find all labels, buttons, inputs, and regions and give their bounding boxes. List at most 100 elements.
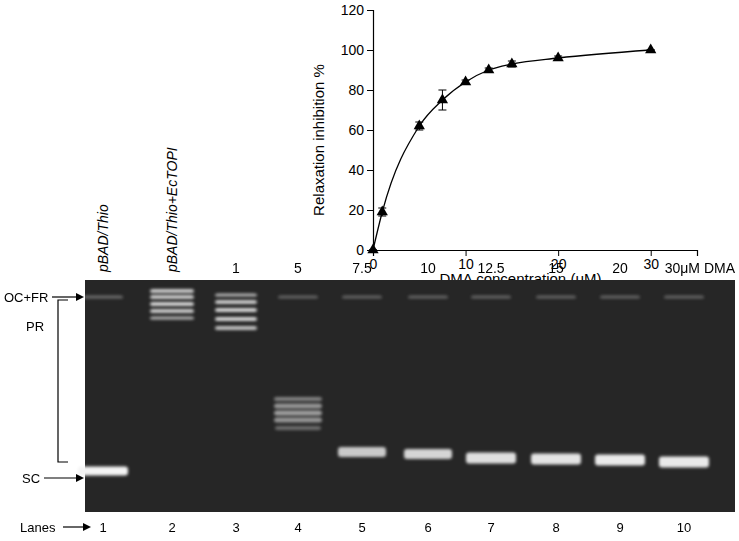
- gel-band: [404, 449, 452, 459]
- data-point: [367, 243, 378, 253]
- y-tick-label: 120: [341, 2, 365, 18]
- error-cap: [438, 90, 446, 91]
- data-point: [377, 205, 388, 215]
- gel-band: [275, 426, 321, 430]
- error-cap: [438, 110, 446, 111]
- gel-band: [150, 295, 194, 299]
- gel-band: [664, 296, 704, 299]
- lane-number: 5: [358, 520, 365, 535]
- y-axis-title: Relaxation inhibition %: [310, 64, 327, 216]
- lane-header: 1: [232, 260, 240, 276]
- gel-band: [150, 289, 194, 293]
- gel-band: [408, 296, 448, 299]
- band-label: OC+FR: [4, 290, 48, 305]
- lane-header: 12.5: [477, 260, 504, 276]
- error-bars: [369, 50, 655, 250]
- gel-band: [215, 308, 257, 312]
- gel-band: [274, 418, 322, 423]
- x-tick: 10: [458, 250, 474, 272]
- y-tick-label: 100: [341, 42, 365, 58]
- x-tick-label: 30: [643, 256, 659, 272]
- data-point: [437, 93, 448, 103]
- gel-figure: pBAD/ThiopBAD/Thio+EcTOPI157.51012.51520…: [4, 147, 736, 535]
- gel-band: [536, 296, 576, 299]
- gel-band: [215, 300, 257, 304]
- y-tick: 40: [348, 162, 373, 178]
- y-tick-label: 0: [356, 242, 364, 258]
- lane-header: 7.5: [352, 260, 372, 276]
- gel-band: [595, 455, 645, 466]
- y-tick-mark: [367, 210, 373, 211]
- y-tick: 60: [348, 122, 373, 138]
- arrow-head: [76, 293, 84, 301]
- lane-header: 10: [420, 260, 436, 276]
- lane-number: 9: [616, 520, 623, 535]
- y-tick: 100: [341, 42, 373, 58]
- band-label: SC: [22, 471, 40, 486]
- chart: 0102030020406080100120DMA concentration …: [310, 2, 698, 287]
- data-point: [414, 119, 425, 129]
- gel-band: [150, 317, 194, 320]
- gel-band: [83, 296, 123, 299]
- lane-header: 5: [294, 260, 302, 276]
- arrow-head: [83, 523, 91, 531]
- gel-band: [215, 294, 257, 297]
- gel-band: [278, 296, 318, 299]
- plot-area: [367, 43, 656, 253]
- y-tick: 20: [348, 202, 373, 218]
- gel-band: [338, 447, 386, 457]
- lane-header: 30μM DMA: [665, 260, 736, 276]
- error-cap: [378, 216, 386, 217]
- arrow: [63, 526, 86, 527]
- y-axis-line: [367, 11, 374, 251]
- y-tick: 80: [348, 82, 373, 98]
- arrow: [52, 296, 80, 297]
- y-tick-label: 60: [348, 122, 364, 138]
- gel-band: [215, 326, 257, 330]
- lane-number: 3: [232, 520, 239, 535]
- lane-header: pBAD/Thio+EcTOPI: [164, 147, 180, 273]
- lane-number: 1: [99, 520, 106, 535]
- gel-band: [274, 404, 322, 409]
- gel-bands: [78, 289, 709, 476]
- arrow: [44, 477, 80, 478]
- y-tick-mark: [367, 170, 373, 171]
- lane-number: 7: [487, 520, 494, 535]
- y-tick-mark: [367, 50, 373, 51]
- data-point: [506, 57, 517, 67]
- data-point: [460, 75, 471, 85]
- arrow-head: [76, 474, 84, 482]
- data-point: [645, 43, 656, 53]
- y-tick-mark: [367, 90, 373, 91]
- lane-number: 4: [294, 520, 301, 535]
- lane-number: 6: [424, 520, 431, 535]
- gel-band: [471, 296, 511, 299]
- gel-band: [600, 296, 640, 299]
- gel-band: [531, 454, 581, 465]
- lane-number: 10: [677, 520, 691, 535]
- y-tick-label: 40: [348, 162, 364, 178]
- gel-background: [85, 280, 735, 512]
- gel-band: [274, 411, 322, 416]
- lane-header: 20: [612, 260, 628, 276]
- y-tick-mark: [367, 10, 373, 11]
- error-cap: [415, 130, 423, 131]
- lane-number: 2: [168, 520, 175, 535]
- bracket: [58, 300, 68, 462]
- y-tick-label: 80: [348, 82, 364, 98]
- data-point: [483, 63, 494, 73]
- lane-header: pBAD/Thio: [95, 204, 111, 273]
- y-tick-label: 20: [348, 202, 364, 218]
- y-axis: 0 20 40 60 80 100 120: [341, 2, 374, 258]
- gel-band: [342, 296, 382, 299]
- data-point: [553, 51, 564, 61]
- lane-number: 8: [552, 520, 559, 535]
- y-tick-mark: [367, 130, 373, 131]
- gel-band: [274, 397, 322, 401]
- figure: 0102030020406080100120DMA concentration …: [0, 0, 739, 541]
- fit-line: [373, 50, 651, 250]
- gel-band: [78, 467, 128, 476]
- lane-header: 15: [548, 260, 564, 276]
- x-tick: 30: [643, 250, 659, 272]
- gel-band: [466, 453, 516, 464]
